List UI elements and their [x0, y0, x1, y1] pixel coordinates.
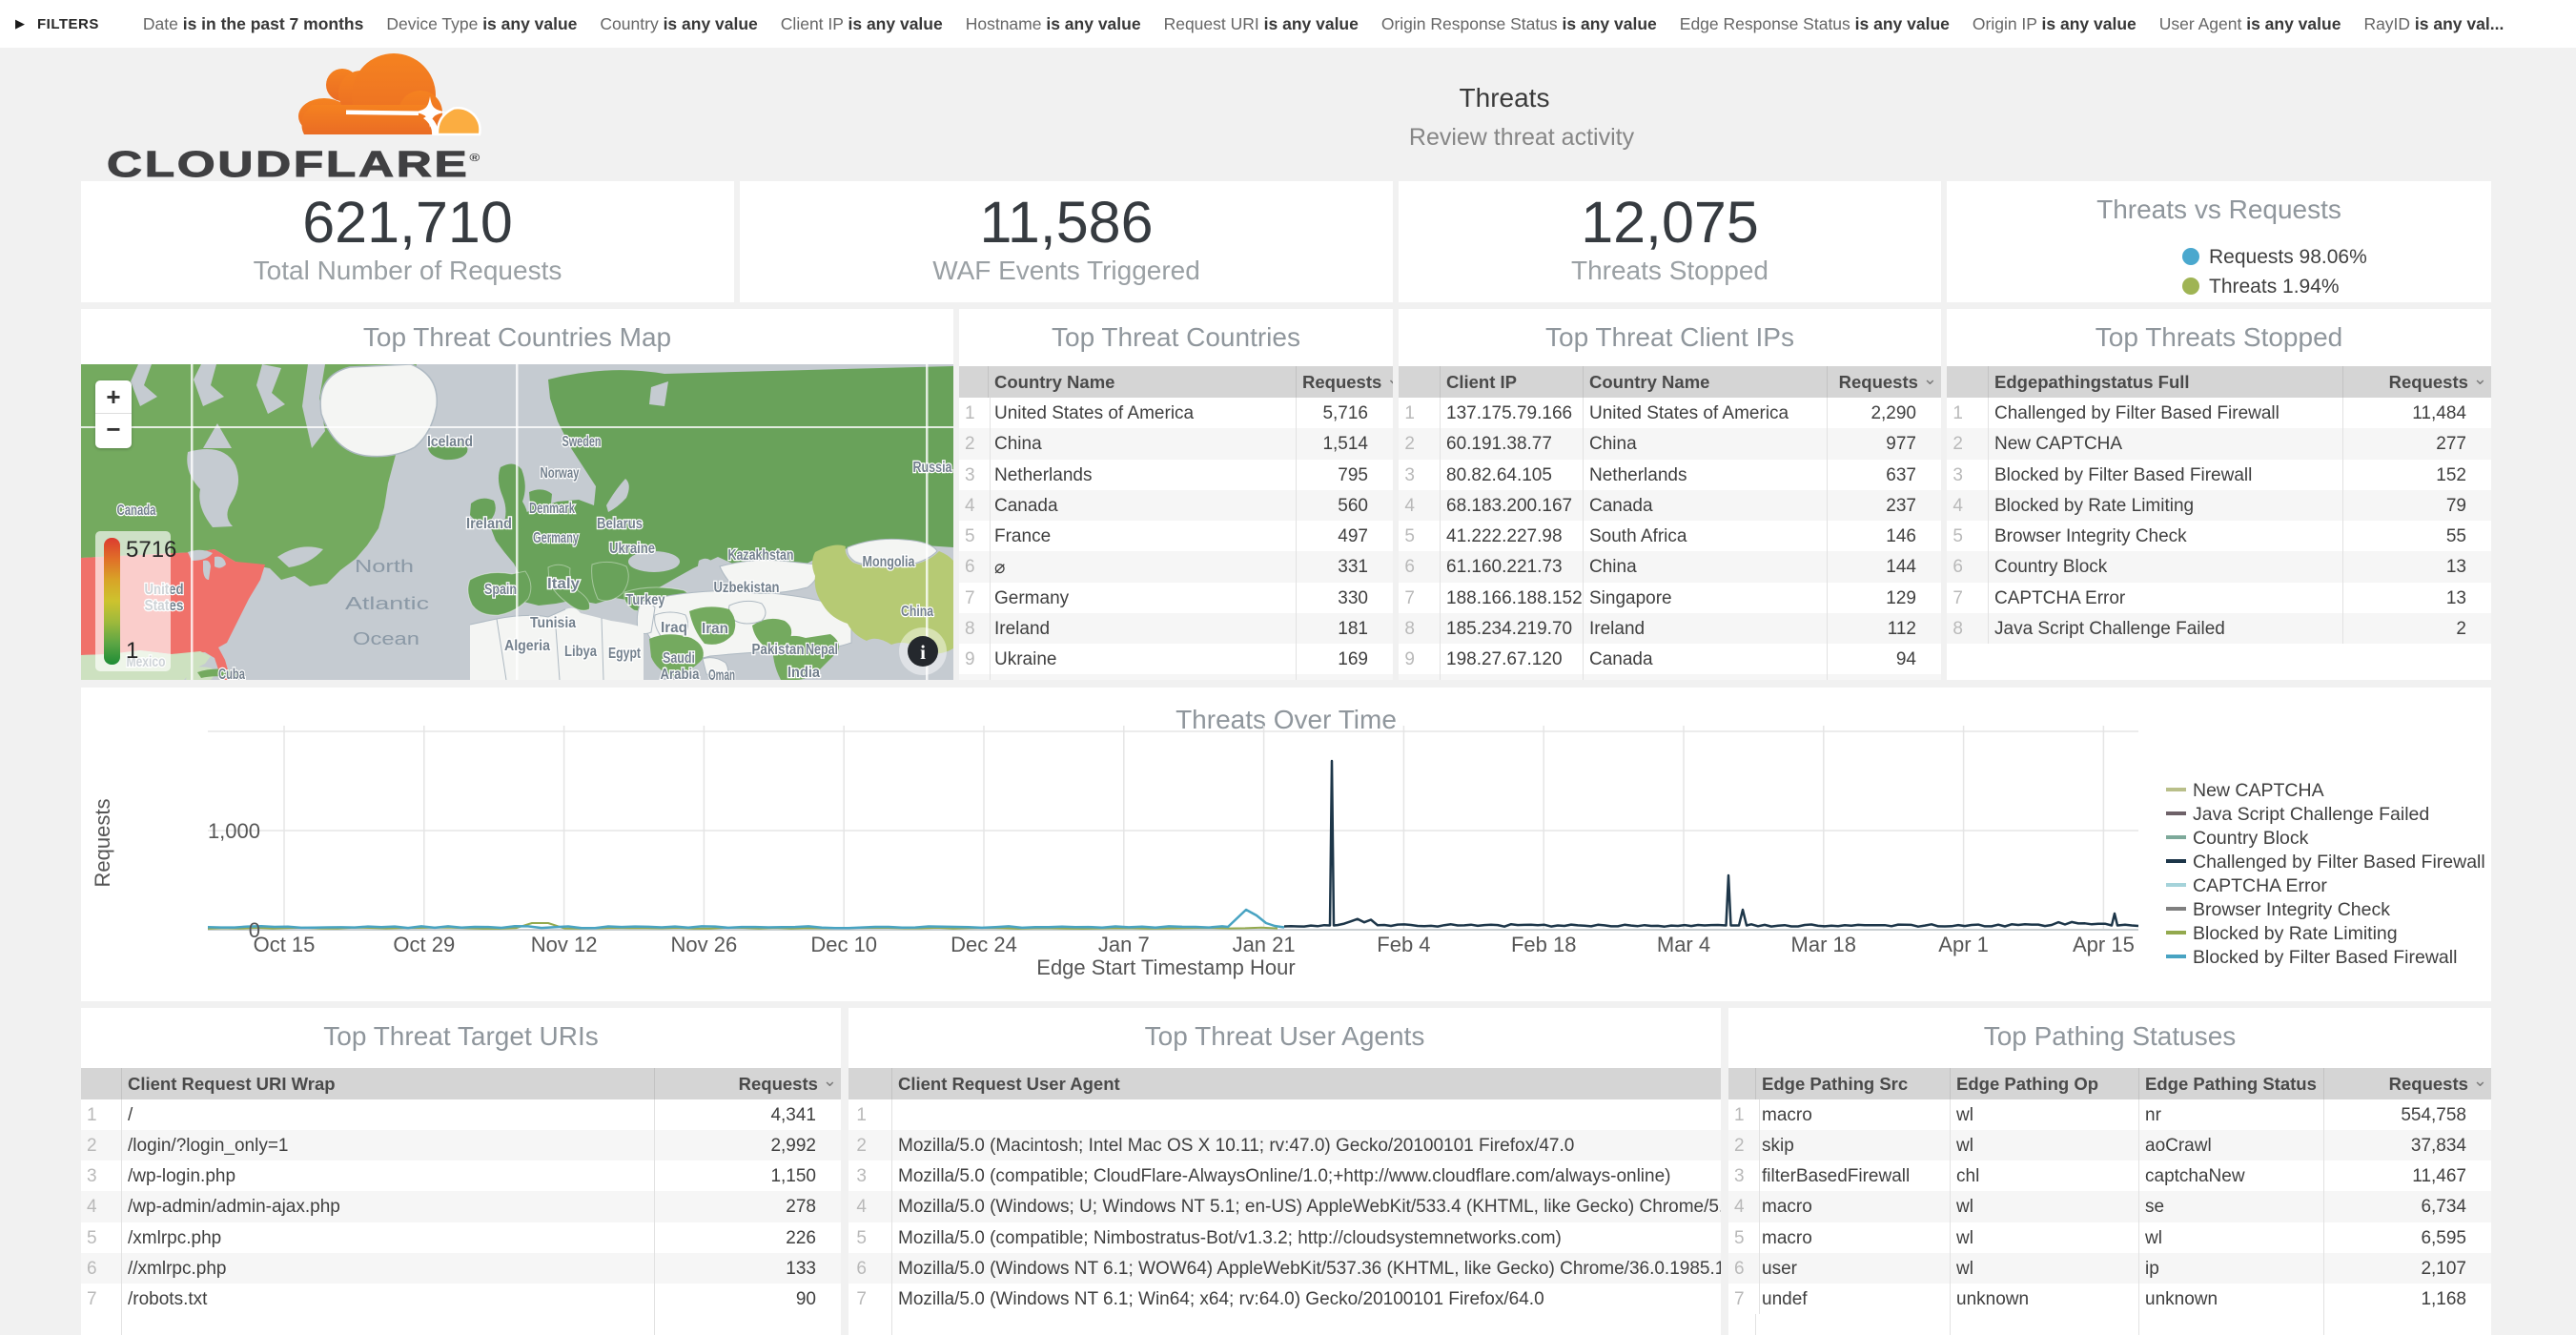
svg-text:Browser Integrity Check: Browser Integrity Check	[2193, 899, 2390, 920]
svg-text:India: India	[787, 665, 820, 680]
svg-text:Oct 15: Oct 15	[254, 933, 316, 956]
svg-text:Germany: Germany	[533, 530, 579, 546]
svg-text:Challenged by Filter Based Fir: Challenged by Filter Based Firewall	[2193, 852, 2485, 873]
svg-text:Algeria: Algeria	[504, 638, 550, 654]
svg-text:Iran: Iran	[702, 621, 728, 637]
svg-text:Oman: Oman	[708, 668, 735, 680]
svg-text:Sweden: Sweden	[562, 434, 602, 450]
svg-text:Java Script Challenge Failed: Java Script Challenge Failed	[2193, 804, 2429, 825]
svg-text:Libya: Libya	[564, 644, 597, 660]
svg-text:Dec 24: Dec 24	[951, 933, 1017, 956]
svg-text:Turkey: Turkey	[626, 592, 665, 608]
svg-text:Ukraine: Ukraine	[609, 541, 655, 557]
svg-text:Egypt: Egypt	[608, 646, 641, 662]
svg-text:Canada: Canada	[117, 503, 156, 519]
svg-text:Pakistan: Pakistan	[752, 642, 805, 658]
svg-text:Blocked by Rate Limiting: Blocked by Rate Limiting	[2193, 923, 2398, 944]
svg-text:Nov 26: Nov 26	[671, 933, 738, 956]
svg-text:Mar 18: Mar 18	[1791, 933, 1856, 956]
svg-text:Kazakhstan: Kazakhstan	[728, 547, 794, 564]
svg-text:CAPTCHA Error: CAPTCHA Error	[2193, 875, 2327, 896]
svg-text:Feb 18: Feb 18	[1511, 933, 1577, 956]
svg-text:Requests: Requests	[91, 799, 114, 888]
svg-text:Cuba: Cuba	[218, 667, 245, 680]
svg-text:Iraq: Iraq	[661, 620, 687, 636]
svg-text:Jan 21: Jan 21	[1233, 933, 1296, 956]
svg-text:Ireland: Ireland	[466, 516, 512, 532]
svg-text:Belarus: Belarus	[597, 516, 643, 532]
svg-text:Nepal: Nepal	[806, 642, 838, 658]
svg-text:Saudi: Saudi	[663, 650, 695, 667]
svg-text:Feb 4: Feb 4	[1377, 933, 1430, 956]
svg-text:Dec 10: Dec 10	[810, 933, 877, 956]
svg-text:Country Block: Country Block	[2193, 828, 2309, 849]
svg-text:Oct 29: Oct 29	[393, 933, 455, 956]
svg-text:Tunisia: Tunisia	[530, 615, 576, 631]
svg-text:Jan 7: Jan 7	[1098, 933, 1150, 956]
svg-text:Apr 1: Apr 1	[1938, 933, 1989, 956]
svg-text:0: 0	[249, 918, 260, 942]
svg-text:Ocean: Ocean	[353, 629, 419, 648]
svg-text:Blocked by Filter Based Firewa: Blocked by Filter Based Firewall	[2193, 947, 2457, 968]
svg-text:Iceland: Iceland	[427, 434, 473, 450]
svg-text:Edge Start Timestamp Hour: Edge Start Timestamp Hour	[1036, 955, 1295, 979]
svg-text:Mongolia: Mongolia	[863, 554, 915, 570]
svg-text:1,000: 1,000	[208, 819, 260, 843]
svg-text:Apr 15: Apr 15	[2073, 933, 2135, 956]
svg-text:Atlantic: Atlantic	[345, 594, 429, 613]
svg-text:Spain: Spain	[484, 582, 517, 598]
svg-text:Norway: Norway	[541, 465, 580, 482]
svg-text:Nov 12: Nov 12	[531, 933, 598, 956]
svg-text:New CAPTCHA: New CAPTCHA	[2193, 780, 2324, 801]
svg-text:Arabia: Arabia	[661, 667, 700, 680]
svg-text:Uzbekistan: Uzbekistan	[714, 580, 780, 596]
svg-text:i: i	[920, 641, 926, 664]
svg-text:Italy: Italy	[547, 576, 580, 592]
svg-text:China: China	[901, 604, 933, 620]
svg-text:Russia: Russia	[913, 460, 952, 476]
svg-text:North: North	[355, 557, 414, 576]
svg-text:Mar 4: Mar 4	[1657, 933, 1710, 956]
svg-text:Denmark: Denmark	[529, 501, 575, 517]
